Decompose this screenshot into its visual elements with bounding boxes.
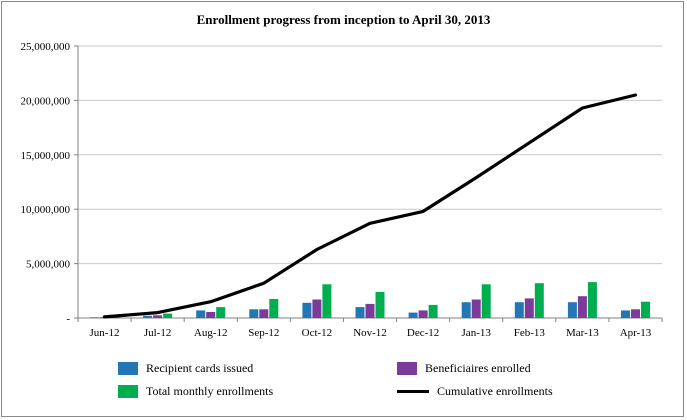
bar-recipient-cards-issued bbox=[355, 307, 365, 318]
x-tick-label: Mar-13 bbox=[566, 327, 599, 339]
bar-total-monthly-enrollments bbox=[322, 284, 332, 318]
x-tick-label: Nov-12 bbox=[353, 327, 387, 339]
legend-item-total-monthly: Total monthly enrollments bbox=[118, 383, 273, 399]
bar-total-monthly-enrollments bbox=[163, 313, 173, 318]
legend-item-recipient-cards: Recipient cards issued bbox=[118, 360, 253, 376]
bar-beneficiaries-enrolled bbox=[471, 299, 481, 318]
bar-recipient-cards-issued bbox=[90, 317, 99, 318]
bar-recipient-cards-issued bbox=[143, 315, 153, 318]
legend-swatch-total-monthly bbox=[118, 384, 138, 398]
bar-beneficiaries-enrolled bbox=[153, 315, 163, 318]
bar-beneficiaries-enrolled bbox=[312, 299, 322, 318]
x-tick-label: Feb-13 bbox=[514, 327, 546, 339]
bar-total-monthly-enrollments bbox=[587, 282, 597, 318]
legend-label-recipient-cards: Recipient cards issued bbox=[146, 360, 254, 375]
bar-recipient-cards-issued bbox=[249, 309, 259, 318]
bar-total-monthly-enrollments bbox=[481, 284, 491, 318]
bar-recipient-cards-issued bbox=[302, 302, 312, 318]
x-tick-label: Jul-12 bbox=[144, 327, 172, 339]
y-tick-label: - bbox=[66, 313, 70, 325]
bar-total-monthly-enrollments bbox=[216, 307, 226, 318]
y-tick-label: 5,000,000 bbox=[26, 259, 71, 271]
bar-beneficiaries-enrolled bbox=[365, 303, 375, 318]
bar-total-monthly-enrollments bbox=[534, 283, 544, 318]
y-tick-label: 20,000,000 bbox=[21, 95, 71, 107]
legend-item-cumulative: Cumulative enrollments bbox=[397, 383, 553, 399]
legend-label-total-monthly: Total monthly enrollments bbox=[146, 383, 274, 398]
x-tick-label: Jan-13 bbox=[462, 327, 492, 339]
bar-beneficiaries-enrolled bbox=[259, 309, 269, 318]
x-tick-label: Dec-12 bbox=[407, 327, 439, 339]
bar-beneficiaries-enrolled bbox=[631, 309, 640, 318]
legend-swatch-beneficiaries bbox=[397, 361, 417, 375]
chart-canvas: - 5,000,000 10,000,000 15,000,000 20,000,000… bbox=[21, 41, 663, 339]
legend-label-beneficiaries: Beneficiaires enrolled bbox=[425, 360, 531, 375]
legend-item-beneficiaries: Beneficiaires enrolled bbox=[397, 360, 531, 376]
bar-recipient-cards-issued bbox=[196, 310, 206, 318]
y-tick-label: 25,000,000 bbox=[21, 41, 71, 53]
x-tick-label: Jun-12 bbox=[90, 327, 120, 339]
x-tick-label: Sep-12 bbox=[248, 327, 279, 339]
x-tick-label: Apr-13 bbox=[620, 327, 652, 339]
x-tick-label: Aug-12 bbox=[194, 327, 228, 339]
bar-beneficiaries-enrolled bbox=[418, 310, 428, 318]
legend-swatch-recipient-cards bbox=[118, 361, 138, 375]
bar-total-monthly-enrollments bbox=[428, 304, 438, 318]
bar-beneficiaries-enrolled bbox=[577, 296, 587, 318]
x-tick-label: Oct-12 bbox=[302, 327, 333, 339]
y-tick-label: 10,000,000 bbox=[21, 204, 71, 216]
legend-label-cumulative: Cumulative enrollments bbox=[437, 383, 553, 398]
bar-recipient-cards-issued bbox=[461, 302, 471, 318]
bar-beneficiaries-enrolled bbox=[524, 298, 534, 318]
bar-recipient-cards-issued bbox=[621, 310, 630, 318]
bar-recipient-cards-issued bbox=[408, 312, 418, 318]
legend-swatch-cumulative-line bbox=[397, 389, 429, 393]
bar-recipient-cards-issued bbox=[514, 302, 524, 318]
cumulative-line bbox=[102, 93, 638, 319]
bar-total-monthly-enrollments bbox=[641, 301, 650, 318]
bar-total-monthly-enrollments bbox=[269, 299, 279, 318]
legend: Recipient cards issued Beneficiaires enr… bbox=[0, 356, 687, 412]
bar-total-monthly-enrollments bbox=[375, 291, 385, 318]
y-tick-label: 15,000,000 bbox=[21, 150, 71, 162]
bar-beneficiaries-enrolled bbox=[206, 312, 216, 318]
chart-title: Enrollment progress from inception to Ap… bbox=[196, 12, 491, 27]
bar-recipient-cards-issued bbox=[567, 302, 577, 318]
